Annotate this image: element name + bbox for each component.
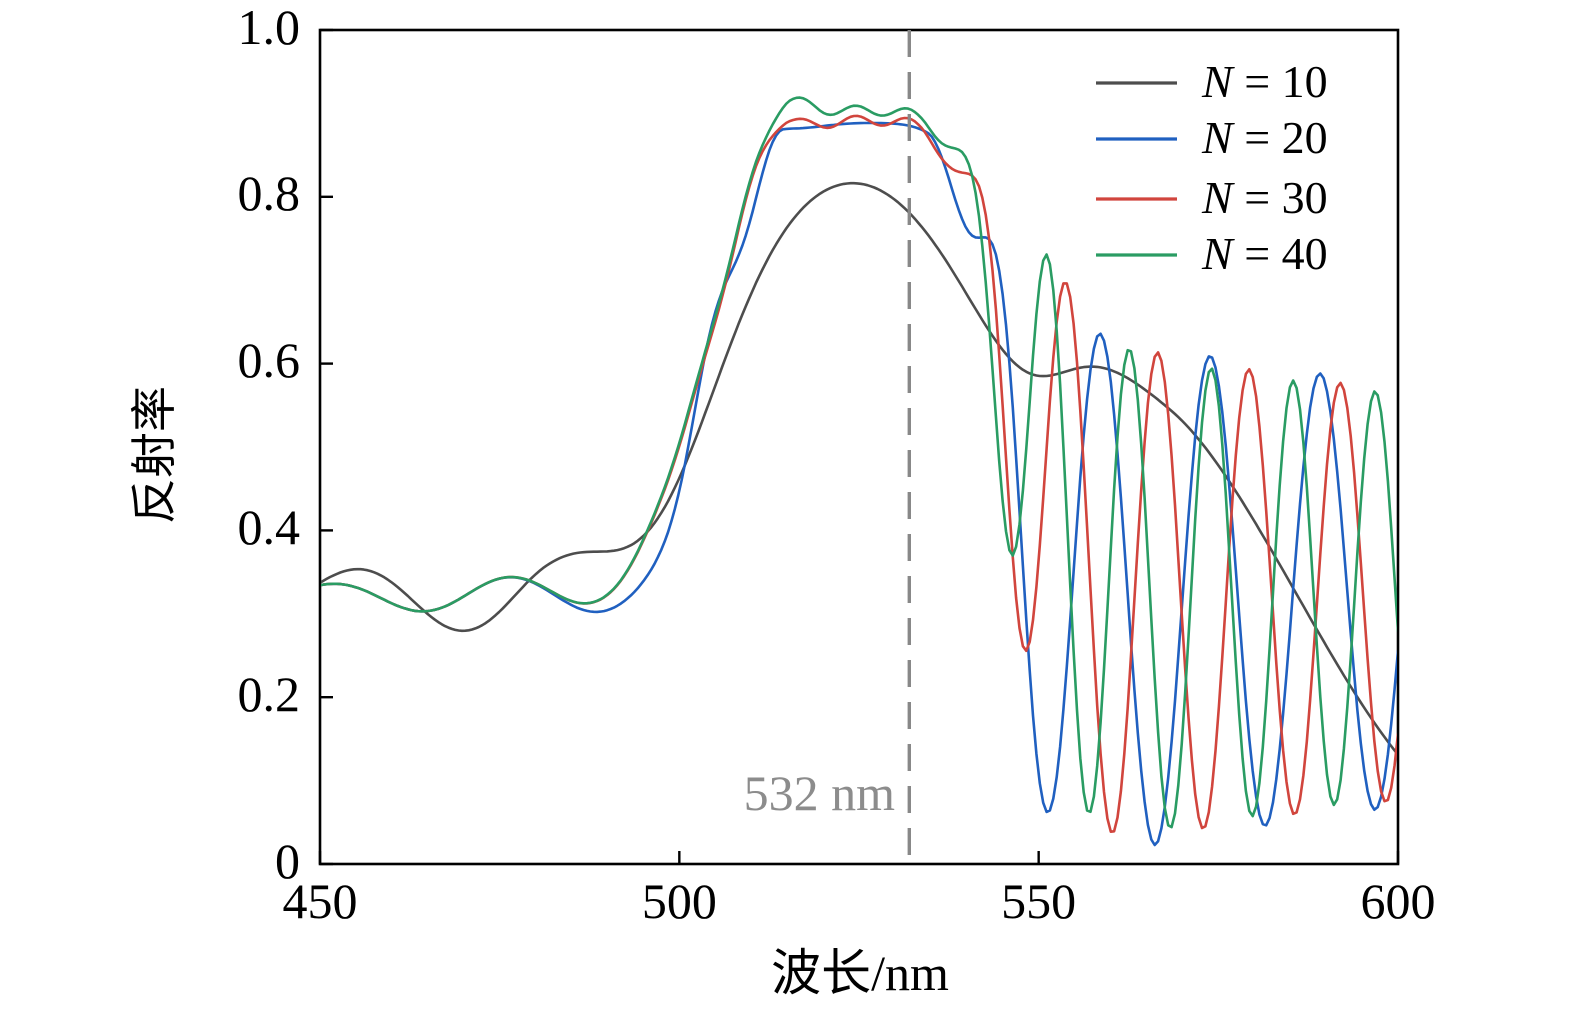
svg-text:N = 40: N = 40 [1201,228,1328,279]
svg-text:532 nm: 532 nm [744,765,896,821]
svg-text:600: 600 [1361,873,1436,929]
svg-text:N = 10: N = 10 [1201,56,1328,107]
svg-text:反射率: 反射率 [129,386,180,524]
svg-text:N = 30: N = 30 [1201,172,1328,223]
svg-text:1.0: 1.0 [238,0,301,55]
svg-text:0.8: 0.8 [238,165,301,221]
svg-text:N = 20: N = 20 [1201,112,1328,163]
svg-text:500: 500 [642,873,717,929]
svg-text:0.4: 0.4 [238,499,301,555]
svg-text:波长/nm: 波长/nm [771,945,949,1001]
svg-text:0.2: 0.2 [238,666,301,722]
svg-text:550: 550 [1001,873,1076,929]
svg-text:0: 0 [275,833,300,889]
svg-text:0.6: 0.6 [238,332,301,388]
